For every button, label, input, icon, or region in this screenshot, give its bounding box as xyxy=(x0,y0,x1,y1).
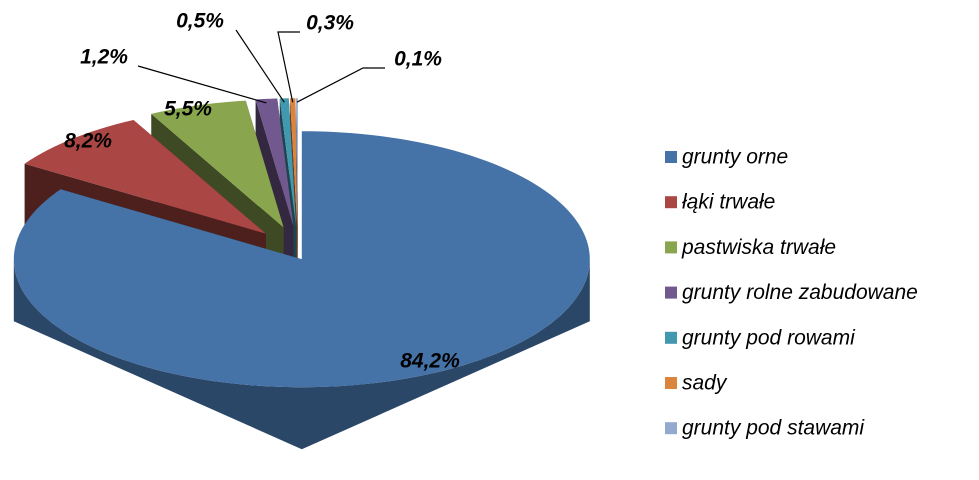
slice-side xyxy=(13,259,590,450)
slice xyxy=(24,119,266,234)
legend-swatch xyxy=(665,377,677,389)
data-label: 5,5% xyxy=(164,98,212,121)
legend-swatch xyxy=(665,151,677,163)
slice xyxy=(255,98,294,227)
slice-face xyxy=(296,98,298,289)
legend-label: grunty orne xyxy=(682,146,788,169)
legend-swatch xyxy=(665,422,677,435)
slice xyxy=(151,100,284,228)
legend-swatch xyxy=(665,331,677,344)
legend-label: pastwiska trwałe xyxy=(681,236,836,259)
leader-line xyxy=(277,31,300,103)
legend-label: grunty rolne zabudowane xyxy=(682,281,918,304)
slice xyxy=(290,98,298,227)
data-label: 0,1% xyxy=(394,48,442,71)
data-label: 0,5% xyxy=(176,10,224,33)
legend-label: grunty pod rowami xyxy=(682,326,856,349)
data-label: 8,2% xyxy=(64,130,112,153)
data-label: 0,3% xyxy=(306,12,354,35)
slice xyxy=(279,98,297,227)
legend-swatch xyxy=(665,241,677,254)
legend-label: łąki trwałe xyxy=(682,191,775,214)
legend-label: sady xyxy=(682,372,728,395)
legend-swatch xyxy=(665,196,677,209)
data-label: 1,2% xyxy=(80,46,128,69)
leader-line xyxy=(235,29,285,103)
legend-swatch xyxy=(665,286,677,299)
slice xyxy=(13,131,590,388)
leader-line xyxy=(137,65,267,104)
legend-label: grunty pod stawami xyxy=(682,417,865,440)
leader-line xyxy=(296,67,385,103)
slice xyxy=(296,98,298,227)
slice-face xyxy=(255,99,294,289)
data-label: 84,2% xyxy=(400,350,460,373)
